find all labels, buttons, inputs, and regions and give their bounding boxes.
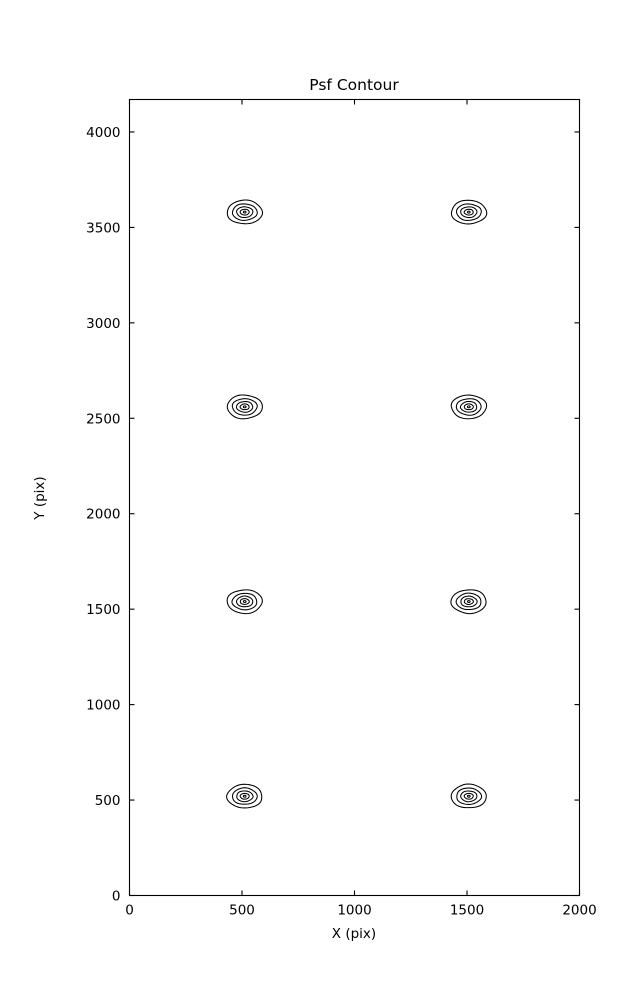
y-axis-label: Y (pix)	[32, 476, 48, 520]
contour-ring	[463, 403, 474, 411]
contour-ring	[455, 203, 482, 221]
psf-contour-cluster	[450, 783, 487, 809]
contour-ring	[466, 210, 471, 214]
contour-layer	[226, 199, 488, 809]
contour-ring	[231, 398, 258, 416]
contour-ring	[239, 208, 250, 216]
contour-ring	[226, 589, 263, 615]
y-tick-label: 1500	[86, 602, 120, 618]
contour-ring	[226, 199, 264, 225]
contour-ring	[466, 794, 471, 798]
y-tick-label: 3500	[86, 220, 120, 236]
contour-ring	[459, 400, 478, 413]
contour-ring	[460, 206, 478, 219]
contour-ring	[466, 405, 471, 409]
contour-ring	[231, 787, 258, 805]
contour-ring	[450, 394, 488, 420]
psf-contour-cluster	[450, 589, 487, 615]
y-tick-label: 2000	[86, 507, 120, 523]
contour-ring	[242, 794, 247, 798]
contour-ring	[456, 787, 483, 805]
x-tick-label: 1000	[337, 903, 371, 919]
x-axis-ticks: 0 500 1000 1500 2000	[125, 99, 597, 919]
contour-ring	[242, 600, 247, 604]
contour-ring	[455, 592, 482, 611]
y-tick-label: 4000	[86, 125, 120, 141]
contour-ring	[450, 199, 488, 225]
y-tick-label: 2500	[86, 411, 120, 427]
contour-ring	[460, 790, 478, 803]
y-tick-label: 3000	[86, 316, 120, 332]
psf-contour-cluster	[226, 394, 263, 420]
x-tick-label: 500	[229, 903, 255, 919]
x-tick-label: 0	[125, 903, 134, 919]
contour-ring	[450, 783, 487, 809]
contour-ring	[242, 210, 247, 214]
y-axis-ticks: 0 500 1000 1500 2000 2500 3000 3500 4000	[86, 125, 580, 905]
y-tick-label: 1000	[86, 698, 120, 714]
psf-contour-cluster	[450, 199, 488, 225]
contour-ring	[450, 589, 487, 615]
contour-ring	[455, 398, 482, 416]
contour-ring	[231, 203, 258, 221]
x-axis-label: X (pix)	[332, 926, 376, 942]
psf-contour-cluster	[226, 589, 263, 615]
contour-ring	[231, 592, 258, 611]
contour-ring	[463, 792, 474, 800]
contour-ring	[460, 595, 478, 608]
contour-ring	[235, 401, 254, 413]
contour-ring	[466, 600, 471, 604]
contour-ring	[239, 403, 250, 411]
y-tick-label: 500	[95, 793, 121, 809]
contour-ring	[236, 790, 254, 803]
contour-ring	[239, 792, 250, 800]
axes-frame	[128, 98, 581, 897]
psf-contour-cluster	[226, 783, 263, 809]
contour-ring	[239, 598, 250, 605]
psf-contour-cluster	[450, 394, 488, 420]
x-tick-label: 2000	[562, 903, 596, 919]
contour-ring	[463, 208, 474, 216]
contour-ring	[236, 206, 254, 219]
page-title: Psf Contour	[309, 76, 399, 94]
contour-ring	[226, 783, 263, 809]
y-tick-label: 0	[112, 889, 121, 905]
x-tick-label: 1500	[450, 903, 484, 919]
contour-ring	[242, 405, 247, 409]
contour-ring	[226, 394, 263, 420]
contour-ring	[463, 598, 474, 605]
contour-ring	[236, 595, 254, 608]
psf-contour-cluster	[226, 199, 264, 225]
